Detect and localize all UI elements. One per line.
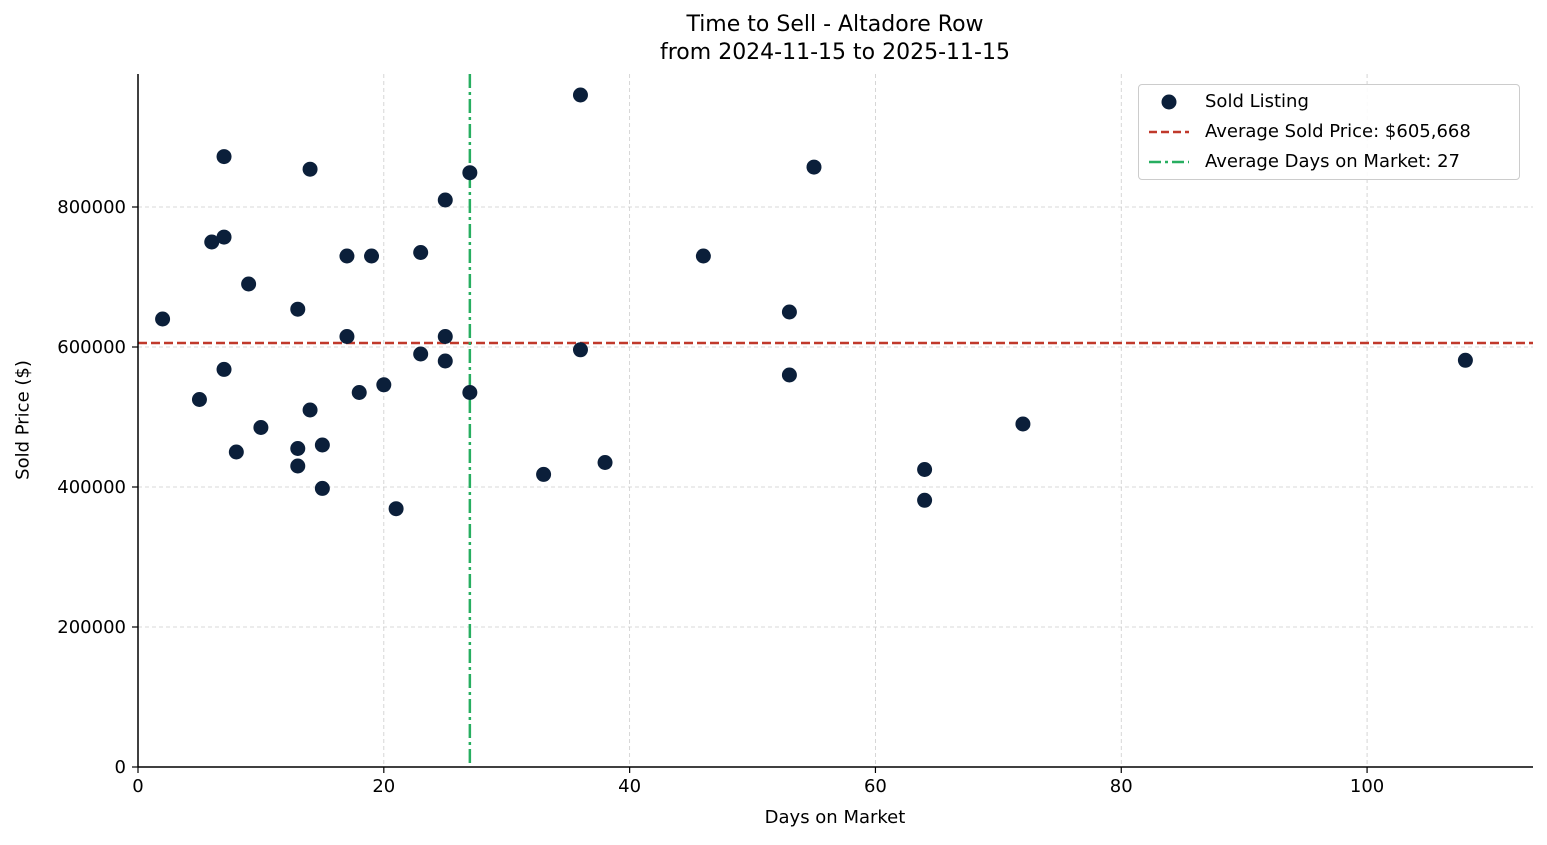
data-point	[155, 311, 171, 327]
data-point	[302, 161, 318, 177]
data-point	[572, 87, 588, 103]
data-points	[155, 87, 1473, 517]
grid-lines	[138, 74, 1533, 767]
data-point	[290, 458, 306, 474]
data-point	[917, 462, 933, 477]
data-point	[241, 276, 257, 292]
legend-label-sold-listing: Sold Listing	[1205, 91, 1309, 112]
data-point	[462, 165, 478, 181]
data-point	[302, 402, 318, 418]
data-point	[806, 159, 822, 175]
axes	[137, 74, 1533, 768]
chart-subtitle: from 2024-11-15 to 2025-11-15	[660, 40, 1010, 65]
y-tick-label: 400000	[57, 477, 126, 498]
data-point	[228, 444, 244, 460]
x-tick-label: 60	[864, 776, 887, 797]
data-point	[314, 480, 330, 496]
x-axis-label: Days on Market	[764, 807, 906, 828]
data-point	[253, 420, 269, 435]
data-point	[413, 245, 429, 260]
data-point	[216, 149, 232, 165]
data-point	[204, 234, 220, 250]
legend-marker-circle-icon	[1161, 94, 1177, 110]
data-point	[437, 192, 453, 208]
data-point	[191, 392, 207, 407]
y-tick-label: 0	[115, 757, 126, 778]
reference-lines	[138, 74, 1533, 767]
y-axis-label: Sold Price ($)	[12, 360, 34, 480]
data-point	[216, 361, 232, 377]
data-point	[314, 437, 330, 453]
data-point	[917, 492, 933, 508]
data-point	[1015, 416, 1031, 432]
data-point	[572, 342, 588, 358]
y-tick-label: 800000	[57, 197, 126, 218]
legend-dashdot-line-icon	[1149, 160, 1189, 164]
data-point	[1457, 352, 1473, 368]
legend-dashed-line-icon	[1149, 130, 1189, 134]
data-point	[364, 248, 380, 264]
data-point	[781, 367, 797, 383]
data-point	[216, 229, 232, 245]
data-point	[597, 455, 613, 470]
data-point	[462, 385, 478, 400]
tick-labels: 0 20 40 60 80 100 0 200000 400000 600000 800000	[57, 197, 1384, 797]
data-point	[388, 501, 404, 517]
x-tick-label: 100	[1350, 776, 1384, 797]
x-tick-label: 0	[132, 776, 143, 797]
data-point	[351, 385, 367, 400]
legend-label-average-price: Average Sold Price: $605,668	[1205, 121, 1471, 142]
data-point	[695, 248, 711, 264]
data-point	[413, 346, 429, 362]
chart-title: Time to Sell - Altadore Row	[686, 12, 984, 37]
x-tick-label: 40	[618, 776, 641, 797]
data-point	[536, 466, 552, 482]
y-tick-label: 600000	[57, 337, 126, 358]
data-point	[290, 441, 306, 456]
data-point	[781, 304, 797, 320]
legend-item-average-price: Average Sold Price: $605,668	[1139, 117, 1519, 147]
legend: Sold Listing Average Sold Price: $605,66…	[1138, 84, 1520, 180]
x-tick-label: 80	[1110, 776, 1133, 797]
legend-label-average-days: Average Days on Market: 27	[1205, 151, 1460, 172]
data-point	[437, 353, 453, 369]
data-point	[339, 329, 355, 344]
legend-item-sold-listing: Sold Listing	[1139, 87, 1519, 117]
data-point	[437, 329, 453, 344]
y-tick-label: 200000	[57, 617, 126, 638]
data-point	[339, 248, 355, 264]
legend-item-average-days: Average Days on Market: 27	[1139, 147, 1519, 177]
data-point	[376, 377, 392, 393]
data-point	[290, 301, 306, 317]
x-tick-label: 20	[372, 776, 395, 797]
